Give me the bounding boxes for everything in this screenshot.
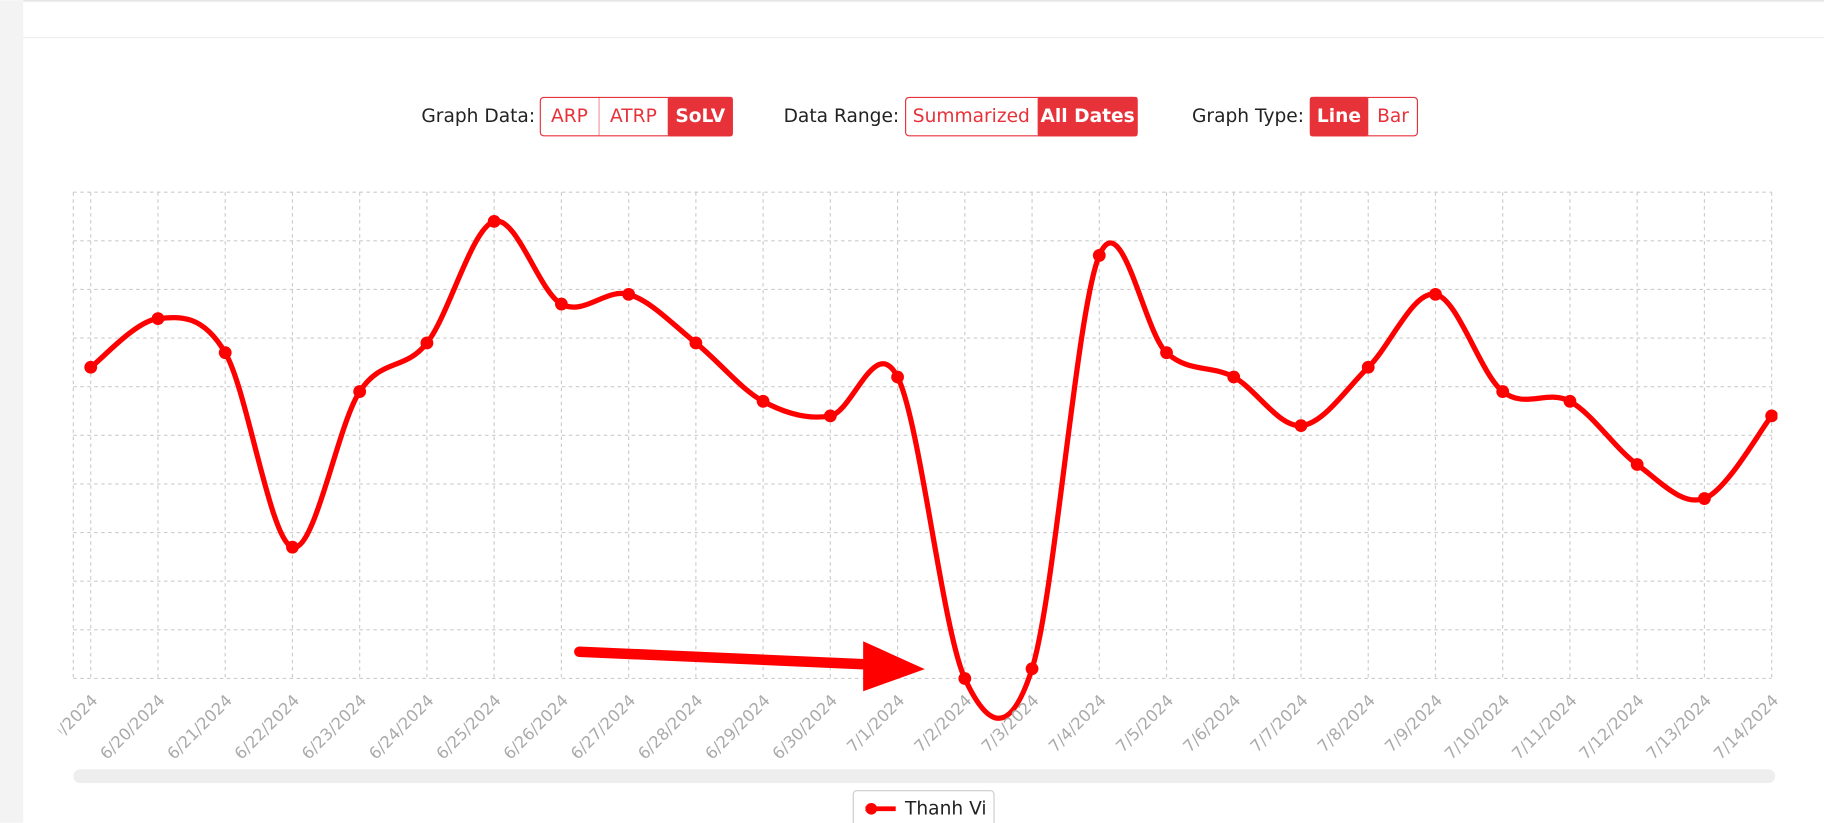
- sidebar-edge: [0, 0, 24, 823]
- scrollbar[interactable]: [73, 769, 1776, 784]
- button[interactable]: ATRP: [610, 106, 657, 127]
- button-active[interactable]: [1309, 96, 1368, 137]
- x-tick-label: 7/1/2024: [843, 691, 908, 756]
- x-tick-label: 7/4/2024: [1045, 691, 1110, 756]
- x-tick-label: 6/29/2024: [701, 691, 773, 763]
- point: [218, 346, 232, 360]
- legend: Thanh Vi: [852, 790, 995, 823]
- x-tick-label: 6/28/2024: [634, 691, 706, 763]
- x-tick-label: 7/7/2024: [1247, 691, 1312, 756]
- point: [420, 336, 434, 350]
- x-tick-label: 7/9/2024: [1381, 691, 1446, 756]
- x-tick-label: 6/30/2024: [769, 691, 841, 763]
- control-label: Data Range:: [784, 106, 900, 127]
- x-tick-label: 7/5/2024: [1112, 691, 1177, 756]
- x-tick-label: 7/2/2024: [910, 691, 975, 756]
- x-tick-label: 7/10/2024: [1441, 691, 1513, 763]
- x-tick-label: 6/22/2024: [231, 691, 303, 763]
- point: [1227, 370, 1241, 384]
- x-tick-label: 7/11/2024: [1508, 691, 1580, 763]
- legend-swatch-dot: [865, 802, 878, 815]
- point: [1092, 249, 1106, 262]
- point: [1160, 346, 1173, 360]
- legend-label[interactable]: Thanh Vi: [904, 798, 987, 819]
- point: [1025, 662, 1039, 676]
- x-tick-label: 7/14/2024: [1710, 691, 1782, 763]
- point: [958, 672, 972, 685]
- arrow-shaft: [574, 646, 876, 670]
- point: [84, 360, 98, 374]
- point: [1294, 419, 1308, 433]
- point: [1765, 409, 1778, 423]
- point: [353, 385, 367, 398]
- button[interactable]: All Dates: [1041, 106, 1135, 127]
- point: [1496, 385, 1510, 398]
- x-tick-label: 6/25/2024: [432, 691, 504, 763]
- button[interactable]: SoLV: [675, 106, 725, 127]
- point: [823, 409, 837, 423]
- x-tick-label: 7/3/2024: [978, 691, 1043, 756]
- point: [622, 287, 636, 301]
- control-label: Graph Data:: [421, 106, 535, 127]
- point: [151, 312, 165, 326]
- button[interactable]: ARP: [551, 106, 588, 127]
- button[interactable]: Summarized: [913, 106, 1030, 127]
- x-tick-label: 7/12/2024: [1575, 691, 1647, 763]
- x-tick-label: 6/24/2024: [365, 691, 437, 763]
- point: [1630, 458, 1644, 471]
- point: [1361, 360, 1375, 374]
- x-tick-label: 6/21/2024: [163, 691, 235, 763]
- point: [1698, 492, 1711, 505]
- x-tick-label: 7/13/2024: [1643, 691, 1715, 763]
- point: [891, 370, 904, 384]
- point: [689, 336, 703, 350]
- grid: [72, 191, 1773, 680]
- button-active[interactable]: [667, 96, 733, 137]
- x-labels: 6/19/20246/20/20246/21/20246/22/20246/23…: [29, 691, 1782, 763]
- legend-box[interactable]: [852, 790, 995, 823]
- annotation-arrow: [574, 641, 925, 692]
- x-tick-label: 6/26/2024: [500, 691, 572, 763]
- x-tick-label: 7/6/2024: [1179, 691, 1244, 756]
- x-tick-label: 6/20/2024: [96, 691, 168, 763]
- controls: Graph Data: ARP ATRP SoLV Data Range: Summari…: [421, 96, 1419, 137]
- point: [1429, 287, 1442, 301]
- arrow-head: [863, 641, 925, 692]
- x-tick-label: 6/27/2024: [567, 691, 639, 763]
- button-active[interactable]: [1037, 96, 1138, 137]
- x-tick-label: 6/19/2024: [29, 691, 101, 763]
- x-tick-label: 7/8/2024: [1314, 691, 1379, 756]
- point: [487, 215, 501, 228]
- x-tick-label: 6/23/2024: [298, 691, 370, 763]
- point: [756, 394, 770, 408]
- point: [554, 297, 568, 311]
- control-label: Graph Type:: [1192, 106, 1304, 127]
- point: [1563, 394, 1577, 408]
- series-line: [89, 218, 1774, 721]
- button[interactable]: Line: [1317, 106, 1361, 127]
- button[interactable]: Bar: [1377, 106, 1409, 127]
- plot: [84, 215, 1778, 721]
- point: [286, 540, 299, 554]
